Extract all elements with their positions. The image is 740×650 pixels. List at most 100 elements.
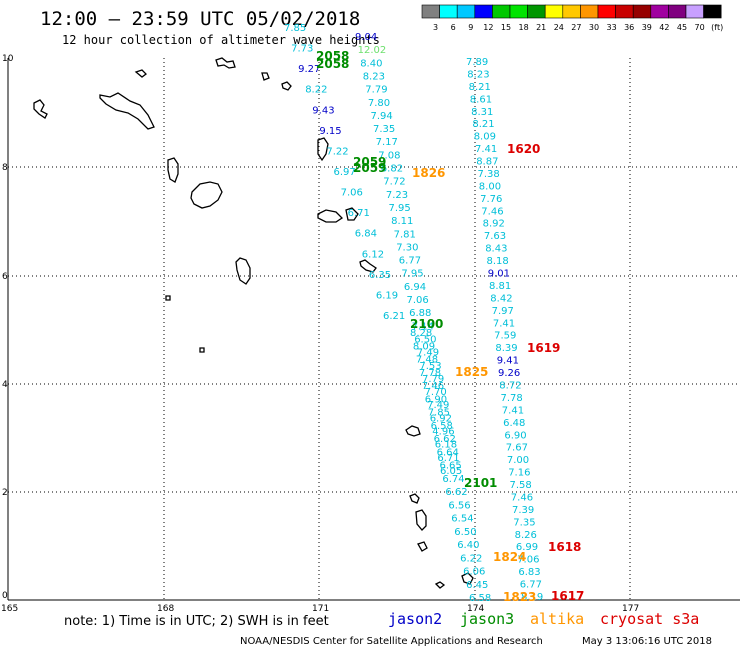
swh-value-label: 6.22: [460, 553, 482, 564]
swh-value-label: 7.35: [513, 517, 535, 528]
swh-value-label: 7.59: [494, 331, 516, 342]
island-outline: [359, 259, 377, 273]
swh-value-label: 8.39: [495, 343, 517, 354]
swh-value-label: 7.14: [412, 321, 434, 332]
swh-value-label: 8.87: [476, 157, 498, 168]
swh-value-label: 7.95: [389, 203, 411, 214]
y-axis-labels: 0 2 4 6 8 10: [2, 54, 14, 601]
colorbar-swatch: [474, 4, 493, 19]
colorbar-label: 3: [433, 23, 438, 32]
swh-value-label: 7.41: [493, 318, 515, 329]
swh-value-label: 7.76: [480, 194, 502, 205]
swh-value-label: 7.58: [510, 480, 532, 491]
swh-value-label: 7.80: [368, 98, 390, 109]
footer-timestamp: May 3 13:06:16 UTC 2018: [582, 636, 712, 647]
swh-value-label: 6.12: [362, 249, 384, 260]
island-outline: [167, 157, 179, 183]
swh-value-label: 6.97: [334, 167, 356, 178]
swh-value-label: 6.21: [383, 311, 405, 322]
swh-value-label: 4.96: [432, 427, 454, 438]
colorbar-label: 15: [501, 23, 511, 32]
pass-time-label: 1825: [455, 365, 488, 379]
swh-value-label: 6.40: [457, 540, 479, 551]
colorbar-swatch: [597, 4, 616, 19]
colorbar-label: 36: [624, 23, 634, 32]
colorbar-label: 42: [659, 23, 669, 32]
colorbar-swatch: [492, 4, 511, 19]
island-outline: [281, 81, 292, 91]
swh-value-label: 7.41: [475, 144, 497, 155]
swh-value-label: 9.26: [498, 368, 520, 379]
swh-value-label: 9.41: [497, 356, 519, 367]
pass-time-label: 2058: [316, 57, 349, 71]
colorbar-label: 33: [607, 23, 617, 32]
island-outline: [345, 207, 359, 221]
colorbar-label: 39: [642, 23, 652, 32]
swh-value-label: 8.23: [467, 69, 489, 80]
colorbar-label: 6: [451, 23, 456, 32]
pass-time-label: 1619: [527, 341, 560, 355]
swh-value-label: 9.04: [355, 32, 377, 43]
pass-time-label: 2059: [353, 155, 386, 169]
swh-value-label: 6.58: [431, 421, 453, 432]
colorbar-label: 30: [589, 23, 599, 32]
y-tick-label: 2: [2, 488, 8, 498]
island-outline: [215, 57, 236, 69]
swh-value-label: 7.23: [386, 190, 408, 201]
pass-time-label: 2100: [410, 317, 443, 331]
colorbar-label: 70: [695, 23, 705, 32]
colorbar-swatch: [650, 4, 669, 19]
swh-value-label: 7.85: [428, 408, 450, 419]
swh-value-label: 7.30: [396, 242, 418, 253]
swh-value-label: 7.22: [326, 146, 348, 157]
swh-value-label: 7.06: [517, 555, 539, 566]
swh-value-label: 6.48: [503, 418, 525, 429]
swh-value-label: 7.16: [508, 468, 530, 479]
swh-value-label: 8.40: [360, 58, 382, 69]
y-tick-label: 4: [2, 380, 8, 390]
swh-value-label: 8.23: [363, 72, 385, 83]
y-tick-label: 6: [2, 272, 8, 282]
colorbar-swatch: [632, 4, 652, 19]
x-tick-label: 171: [312, 604, 329, 614]
swh-value-label: 8.18: [487, 256, 509, 267]
x-tick-label: 177: [622, 604, 639, 614]
swh-value-label: 8.19: [521, 592, 543, 603]
swh-value-label: 7.72: [383, 177, 405, 188]
swh-value-label: 8.28: [410, 328, 432, 339]
swh-value-label: 7.94: [371, 111, 393, 122]
swh-value-label: 7.89: [466, 57, 488, 68]
pass-time-label: 2101: [464, 476, 497, 490]
island-outline: [134, 69, 147, 78]
colorbar-swatch: [615, 4, 634, 19]
colorbar-swatch: [580, 4, 599, 19]
swh-value-label: 7.95: [401, 269, 423, 280]
colorbar-label: 21: [536, 23, 546, 32]
swh-value-label: 7.17: [376, 137, 398, 148]
colorbar-swatch: [668, 4, 687, 19]
island-outline: [415, 509, 427, 531]
x-tick-label: 168: [157, 604, 174, 614]
island-outline: [235, 257, 251, 285]
swh-value-label: 6.90: [504, 430, 526, 441]
swh-value-label: 8.42: [490, 293, 512, 304]
colorbar-label: 12: [483, 23, 493, 32]
swh-value-label: 6.05: [440, 466, 462, 477]
swh-value-label: 6.83: [518, 567, 540, 578]
swh-value-label: 6.64: [437, 447, 459, 458]
swh-value-label: 6.65: [440, 461, 462, 472]
colorbar-swatch: [439, 4, 458, 19]
swh-value-label: 7.06: [341, 188, 363, 199]
colorbar-swatch: [456, 4, 476, 19]
altimeter-tracks: 7.898.238.218.618.318.218.097.418.877.38…: [284, 23, 584, 604]
footer-credit: NOAA/NESDIS Center for Satellite Applica…: [240, 636, 543, 647]
swh-value-label: 6.06: [463, 567, 485, 578]
map-gridlines: [8, 58, 740, 600]
x-tick-label: 174: [467, 604, 484, 614]
island-outline: [261, 72, 270, 81]
legend-jason3: jason3: [460, 610, 514, 628]
swh-value-label: 6.74: [442, 474, 464, 485]
island-outline: [33, 99, 48, 119]
x-axis-labels: 165 168 171 174 177: [1, 604, 639, 614]
pass-time-label: 1620: [507, 142, 540, 156]
